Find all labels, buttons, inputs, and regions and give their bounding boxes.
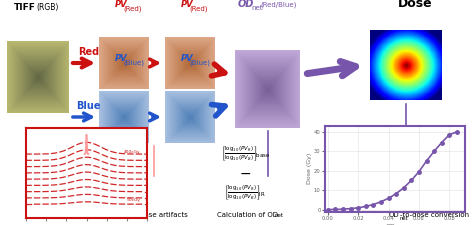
Text: net: net (400, 216, 409, 221)
Text: OD: OD (389, 212, 399, 218)
Text: Correction of lateral response artifacts: Correction of lateral response artifacts (53, 212, 187, 218)
Text: (Blue): (Blue) (189, 59, 210, 65)
Text: Dose: Dose (398, 0, 433, 10)
Text: (Red): (Red) (189, 5, 208, 11)
Text: (Red/Blue): (Red/Blue) (260, 2, 296, 9)
Text: Red: Red (78, 47, 99, 57)
Text: (Blue): (Blue) (123, 59, 144, 65)
Text: PV: PV (115, 0, 128, 9)
X-axis label: OD$_{\mathrm{net}}$: OD$_{\mathrm{net}}$ (385, 222, 404, 225)
Text: Blue: Blue (76, 101, 100, 111)
Text: -to-dose conversion: -to-dose conversion (401, 212, 470, 218)
Text: 50cGy: 50cGy (127, 198, 141, 202)
Text: (Red): (Red) (123, 5, 142, 11)
Y-axis label: Dose (Gy): Dose (Gy) (307, 153, 312, 184)
Text: $\left[\frac{\log_{10}(PV_R)}{\log_{10}(PV_B)}\right]_{\!\mathrm{base}}$: $\left[\frac{\log_{10}(PV_R)}{\log_{10}(… (220, 144, 270, 163)
Text: TIFF: TIFF (14, 3, 36, 12)
Text: net: net (251, 5, 263, 11)
Text: $-$: $-$ (239, 166, 251, 180)
Text: OD: OD (238, 0, 255, 9)
Text: PV: PV (181, 0, 193, 9)
Text: $\left[\frac{\log_{10}(PV_R)}{\log_{10}(PV_B)}\right]_{\!\mathrm{IR}}$: $\left[\frac{\log_{10}(PV_R)}{\log_{10}(… (224, 184, 266, 202)
Text: Calculation of OD: Calculation of OD (218, 212, 279, 218)
Text: net: net (274, 213, 283, 218)
Text: (RGB): (RGB) (36, 3, 58, 12)
Text: 400cGy: 400cGy (124, 149, 141, 153)
Text: PV: PV (181, 54, 193, 63)
Text: PV: PV (115, 54, 128, 63)
